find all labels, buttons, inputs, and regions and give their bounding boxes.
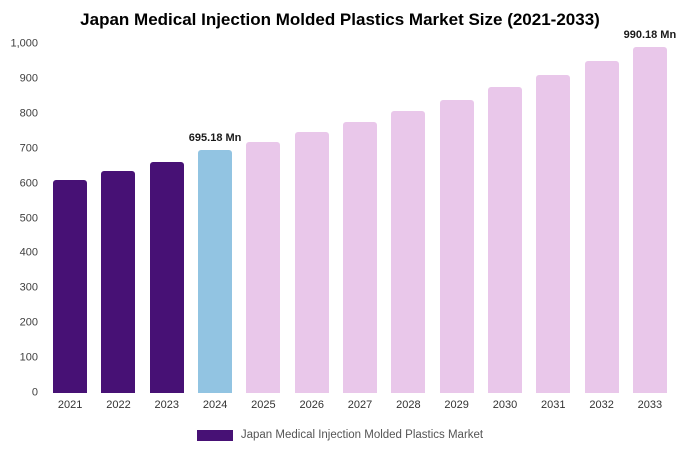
bar-2022[interactable]: [101, 170, 136, 393]
y-tick-label: 900: [19, 72, 38, 85]
bar-slot: [239, 44, 287, 393]
x-axis-label: 2025: [251, 399, 276, 411]
y-tick-label: 0: [31, 386, 38, 399]
bar-2030[interactable]: [487, 87, 522, 393]
bar-slot: [577, 44, 625, 393]
y-tick-label: 300: [19, 281, 38, 294]
bar-slot: 990.18 Mn: [624, 29, 676, 393]
x-axis-label: 2033: [637, 399, 663, 411]
legend-swatch-icon: [196, 429, 233, 441]
y-tick-label: 800: [19, 107, 38, 120]
x-axis-label: 2022: [106, 399, 131, 411]
x-axis-label: 2029: [444, 399, 469, 411]
bar-slot: [143, 44, 191, 393]
bar-slot: [481, 44, 529, 393]
bar-2029[interactable]: [439, 99, 474, 393]
bar-2027[interactable]: [343, 122, 378, 393]
y-tick-label: 400: [19, 246, 38, 259]
x-axis-label: 2026: [299, 399, 324, 411]
bar-2025[interactable]: [246, 142, 281, 393]
x-axis-label: 2024: [202, 399, 228, 411]
x-axis-label: 2028: [396, 399, 421, 411]
bar-slot: [94, 44, 142, 393]
y-tick-label: 700: [19, 142, 38, 155]
y-tick-label: 500: [19, 212, 38, 224]
x-axis-label: 2030: [492, 399, 518, 411]
x-axis-label: 2032: [589, 399, 614, 411]
bar-slot: 695.18 Mn: [188, 44, 242, 393]
x-axis-label: 2023: [154, 399, 180, 411]
y-tick-label: 200: [19, 316, 38, 329]
bar-2031[interactable]: [536, 74, 571, 393]
bar-slot: [288, 44, 336, 393]
bar-value-label: 695.18 Mn: [188, 132, 242, 145]
x-axis: 2021 2022 2023 2024 2025 2026 2027 2028 2029 2030…: [46, 399, 674, 411]
bar-2028[interactable]: [391, 111, 426, 393]
chart-title: Japan Medical Injection Molded Plastics …: [80, 10, 600, 29]
bar-value-label: 990.18 Mn: [623, 29, 677, 42]
x-axis-label: 2031: [541, 399, 566, 411]
bar-2032[interactable]: [584, 61, 619, 393]
bar-2033[interactable]: [632, 47, 667, 393]
legend[interactable]: Japan Medical Injection Molded Plastics …: [0, 429, 680, 441]
bar-2024[interactable]: [198, 150, 233, 393]
bar-slot: [384, 44, 432, 393]
bar-slot: [529, 44, 577, 393]
legend-label: Japan Medical Injection Molded Plastics …: [240, 429, 484, 441]
x-axis-label: 2021: [57, 399, 83, 411]
bar-2023[interactable]: [149, 161, 184, 393]
bar-2026[interactable]: [294, 132, 329, 393]
bar-slot: [336, 44, 384, 393]
plot-area: 695.18 Mn 990.18 Mn: [46, 29, 676, 393]
y-tick-label: 1,000: [10, 37, 38, 50]
bar-chart: 695.18 Mn 990.18 Mn 0 100 200 300 400 500 600 70…: [10, 29, 676, 398]
bar-slot: [46, 44, 94, 393]
bar-2021[interactable]: [53, 180, 88, 393]
x-axis-label: 2027: [347, 399, 373, 411]
y-tick-label: 600: [19, 177, 38, 190]
y-tick-label: 100: [19, 351, 38, 364]
bar-slot: [433, 44, 481, 393]
